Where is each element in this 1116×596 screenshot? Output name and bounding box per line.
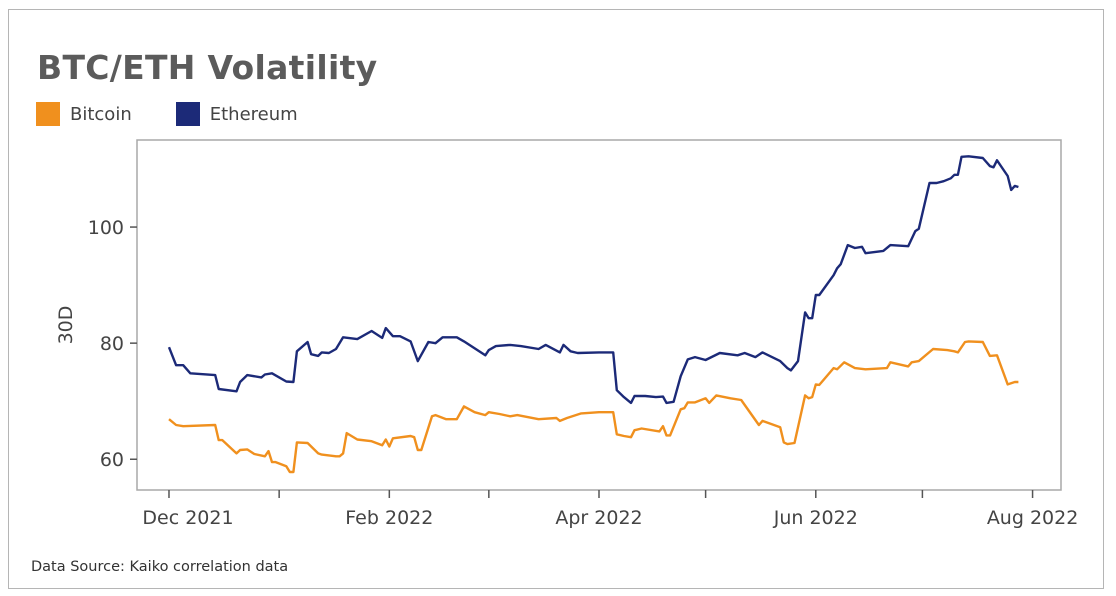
legend-swatch-bitcoin bbox=[36, 102, 60, 126]
chart-title: BTC/ETH Volatility bbox=[37, 48, 378, 87]
legend: Bitcoin Ethereum bbox=[36, 102, 342, 126]
legend-label-bitcoin: Bitcoin bbox=[70, 103, 132, 125]
x-tick-label: Apr 2022 bbox=[555, 507, 642, 529]
series-line-ethereum bbox=[167, 155, 1019, 405]
data-source-note: Data Source: Kaiko correlation data bbox=[31, 559, 289, 575]
legend-item-ethereum[interactable]: Ethereum bbox=[175, 102, 298, 126]
y-tick-label: 60 bbox=[100, 449, 124, 471]
x-tick-label: Dec 2021 bbox=[142, 507, 233, 529]
plot-area bbox=[136, 139, 1062, 491]
y-axis-label: 30D bbox=[55, 306, 77, 345]
y-tick-label: 80 bbox=[100, 333, 124, 355]
chart-frame bbox=[8, 9, 1104, 589]
legend-swatch-ethereum bbox=[175, 102, 200, 126]
x-tick-label: Feb 2022 bbox=[345, 507, 433, 529]
x-tick-label: Aug 2022 bbox=[987, 507, 1079, 529]
y-tick-label: 100 bbox=[88, 217, 124, 239]
x-tick-label: Jun 2022 bbox=[773, 507, 858, 529]
legend-label-ethereum: Ethereum bbox=[209, 103, 298, 125]
series-line-bitcoin bbox=[168, 340, 1019, 474]
legend-item-bitcoin[interactable]: Bitcoin bbox=[36, 102, 132, 126]
